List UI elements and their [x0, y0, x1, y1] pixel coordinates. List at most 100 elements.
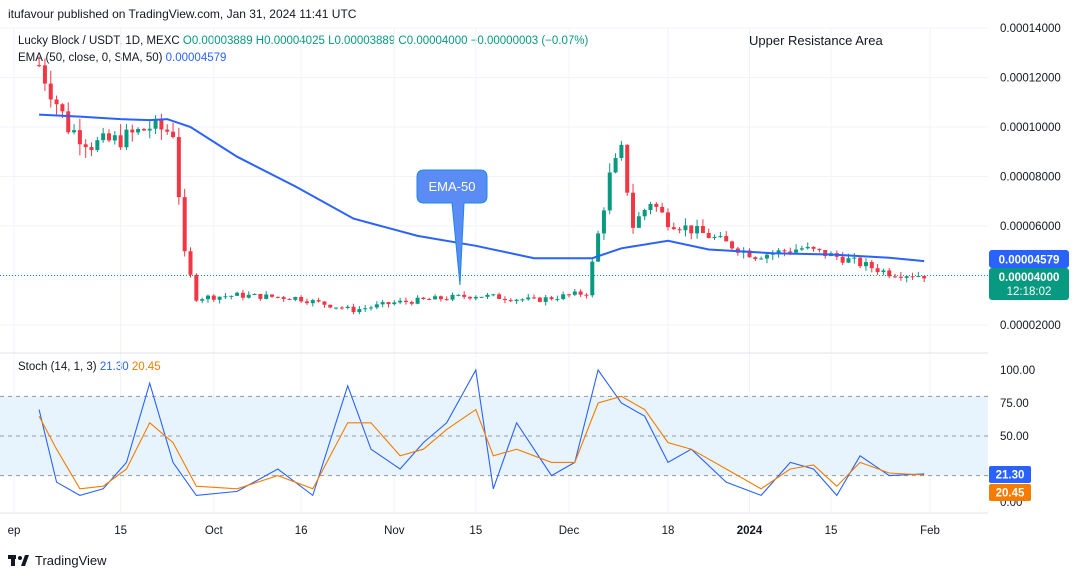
candle-body	[782, 250, 787, 252]
candle-body	[369, 307, 374, 309]
price-change: −0.00000003 (−0.07%)	[470, 35, 589, 47]
price-tick-label: 0.00008000	[1000, 172, 1061, 184]
candle-body	[601, 210, 606, 234]
candle-body	[753, 257, 758, 260]
time-tick-label: ep	[8, 525, 21, 537]
upper-resistance-note: Upper Resistance Area	[749, 33, 883, 48]
candle-body	[689, 225, 694, 234]
candle-body	[671, 227, 676, 230]
candle-body	[794, 249, 799, 253]
candle-body	[817, 248, 822, 251]
candle-body	[869, 262, 874, 269]
candle-body	[171, 131, 176, 138]
ema-value: 0.00004579	[165, 52, 227, 64]
candle-body	[54, 99, 59, 105]
candle-body	[270, 294, 275, 297]
candle-body	[176, 137, 181, 198]
ohlc-low: L0.00003889	[328, 35, 396, 47]
candle-body	[165, 129, 170, 132]
ohlc-open: O0.00003889	[182, 35, 253, 47]
ohlc-close: C0.00004000	[398, 35, 468, 47]
candle-body	[485, 294, 490, 297]
candle-body	[264, 294, 269, 299]
stoch-d-badge-text: 20.45	[996, 488, 1025, 500]
tradingview-footer[interactable]: TradingView	[8, 553, 107, 568]
candle-body	[316, 300, 321, 302]
candle-body	[415, 297, 420, 304]
candle-body	[450, 294, 455, 300]
candle-body	[695, 226, 700, 234]
candle-body	[322, 301, 327, 305]
candle-body	[153, 119, 158, 129]
time-tick-label: Dec	[559, 525, 580, 537]
symbol-legend: Lucky Block / USDT, 1D, MEXC O0.00003889…	[18, 35, 588, 47]
time-tick-label: Oct	[205, 525, 224, 537]
stoch-grid	[0, 395, 988, 477]
candle-body	[665, 212, 670, 228]
candle-body	[904, 276, 909, 278]
candle-body	[660, 206, 665, 213]
candle-body	[537, 297, 542, 302]
candle-body	[619, 144, 624, 159]
candle-body	[188, 251, 193, 275]
price-axis[interactable]: 0.00014000 0.00012000 0.00010000 0.00008000…	[1000, 23, 1061, 332]
candle-body	[235, 292, 240, 296]
candle-body	[741, 250, 746, 253]
price-tick-label: 0.00010000	[1000, 122, 1061, 134]
ohlc-high: H0.00004025	[255, 35, 325, 47]
candle-body	[590, 261, 595, 296]
candle-body	[299, 297, 304, 302]
stoch-d-badge: 20.45	[989, 484, 1031, 501]
stoch-tick-label: 75.00	[1000, 398, 1029, 410]
candle-body	[823, 250, 828, 257]
candle-body	[776, 250, 781, 254]
candle-body	[211, 295, 216, 300]
candle-body	[468, 296, 472, 299]
candle-body	[829, 253, 834, 257]
stoch-d-line	[38, 395, 925, 490]
time-tick-label: 15	[469, 525, 482, 537]
candle-body	[805, 246, 810, 249]
stoch-axis[interactable]: 100.00 75.00 50.00 0.00	[1000, 365, 1035, 509]
tradingview-brand: TradingView	[35, 553, 107, 568]
candle-body	[636, 216, 641, 228]
candle-body	[578, 291, 583, 295]
candle-body	[898, 276, 903, 278]
candle-body	[456, 294, 461, 296]
candle-body	[72, 130, 77, 133]
candle-body	[799, 248, 804, 250]
stoch-label[interactable]: Stoch (14, 1, 3)	[18, 361, 97, 373]
candle-body	[112, 135, 117, 141]
symbol-name[interactable]: Lucky Block / USDT, 1D, MEXC	[18, 35, 180, 47]
candle-body	[77, 130, 82, 145]
candle-body	[141, 128, 146, 131]
candle-body	[596, 233, 601, 262]
time-tick-label: 2024	[737, 525, 763, 537]
stoch-k-line	[38, 368, 925, 497]
stoch-tick-label: 0.00	[1000, 497, 1022, 509]
candle-body	[293, 297, 298, 300]
candle-body	[392, 302, 397, 305]
candle-body	[304, 301, 309, 304]
candle-body	[421, 297, 426, 300]
candle-body	[922, 275, 927, 279]
candle-body	[863, 262, 868, 267]
candle-body	[561, 294, 566, 300]
candle-body	[83, 144, 88, 148]
stoch-band	[0, 396, 988, 476]
time-axis[interactable]: ep 15 Oct 16 Nov 15 Dec 18 2024 15 Feb	[8, 525, 940, 537]
candle-body	[916, 275, 921, 277]
price-tick-label: 0.00012000	[1000, 73, 1061, 85]
candle-body	[683, 225, 688, 231]
published-header: itufavour published on TradingView.com, …	[8, 7, 357, 21]
candle-body	[136, 128, 141, 133]
candle-body	[462, 294, 467, 297]
time-tick-label: 15	[114, 525, 127, 537]
candle-body	[200, 299, 205, 301]
candle-body	[130, 129, 135, 133]
ema-label[interactable]: EMA (50, close, 0, SMA, 50)	[18, 52, 163, 64]
candle-body	[60, 104, 65, 112]
price-badge-text: 0.00004000	[999, 272, 1060, 284]
candle-body	[846, 258, 851, 263]
